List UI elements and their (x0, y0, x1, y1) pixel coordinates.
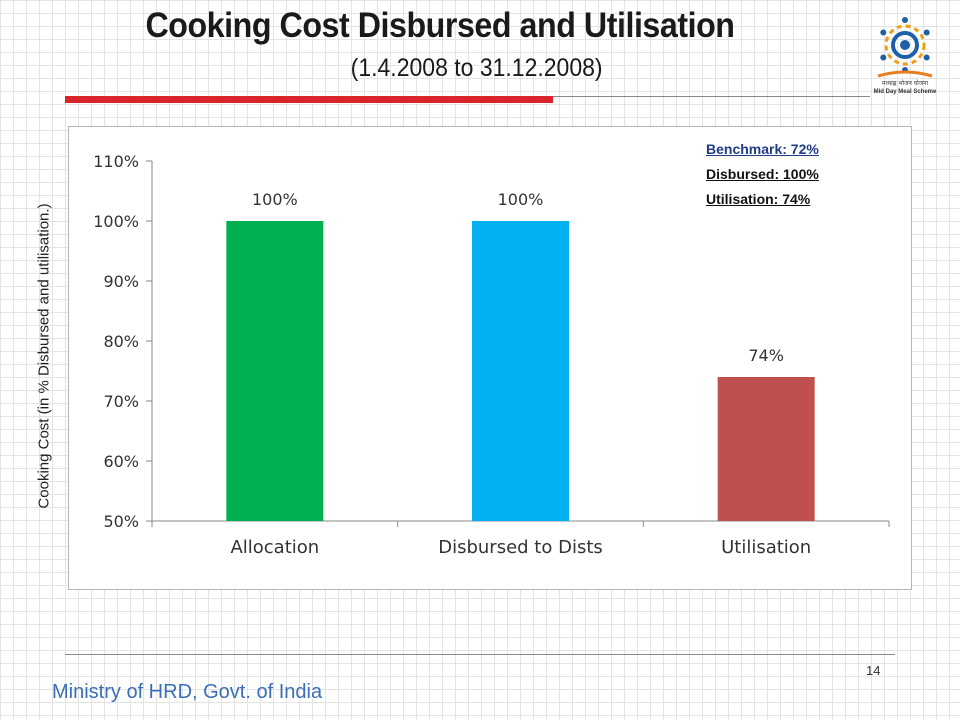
logo-caption-hindi: मध्याह्न भोजन योजना (882, 79, 929, 87)
bar (717, 377, 815, 521)
summary-legend: Benchmark: 72% Disbursed: 100% Utilisati… (706, 137, 819, 212)
bar-data-label: 100% (252, 190, 298, 209)
slide-title: Cooking Cost Disbursed and Utilisation (145, 6, 735, 45)
legend-benchmark: Benchmark: 72% (706, 141, 819, 157)
footer-text: Ministry of HRD, Govt. of India (52, 681, 323, 703)
y-axis-title: Cooking Cost (in % Disbursed and utilisa… (35, 203, 53, 509)
bar-data-label: 74% (748, 346, 784, 365)
bar (472, 221, 569, 521)
y-axis: 50% 60% 70% 80% 90% 100% 110% (93, 152, 153, 531)
y-tick-label: 80% (103, 332, 139, 351)
bar-chart: 50% 60% 70% 80% 90% 100% 110% Allocation Disbur… (93, 152, 890, 558)
bar-data-label: 100% (498, 190, 544, 209)
y-tick-label: 90% (103, 272, 139, 291)
title-divider (553, 96, 870, 97)
chart-area: 50% 60% 70% 80% 90% 100% 110% Allocation Disbur… (68, 126, 912, 590)
legend-disbursed: Disbursed: 100% (706, 166, 819, 182)
y-tick-label: 110% (93, 152, 139, 171)
mid-day-meal-logo-icon: मध्याह्न भोजन योजना Mid Day Meal Scheme (870, 14, 940, 96)
x-axis: Allocation Disbursed to Dists Utilisation (151, 520, 890, 558)
x-tick-label: Disbursed to Dists (438, 537, 603, 558)
bar (226, 221, 324, 521)
slide-subtitle: (1.4.2008 to 31.12.2008) (350, 54, 603, 82)
logo-ring (880, 17, 930, 73)
legend-utilisation: Utilisation: 74% (706, 191, 811, 207)
logo-caption: Mid Day Meal Scheme (874, 89, 937, 95)
y-tick-label: 50% (103, 512, 139, 531)
y-tick-label: 60% (103, 452, 139, 471)
x-tick-label: Utilisation (721, 537, 811, 558)
page-number: 14 (866, 663, 881, 678)
y-tick-label: 100% (93, 212, 139, 231)
title-accent-bar (65, 96, 553, 103)
x-tick-label: Allocation (230, 537, 319, 558)
footer-divider (65, 654, 895, 655)
bar-series: 100% 100% 74% (226, 190, 815, 521)
y-tick-label: 70% (103, 392, 139, 411)
